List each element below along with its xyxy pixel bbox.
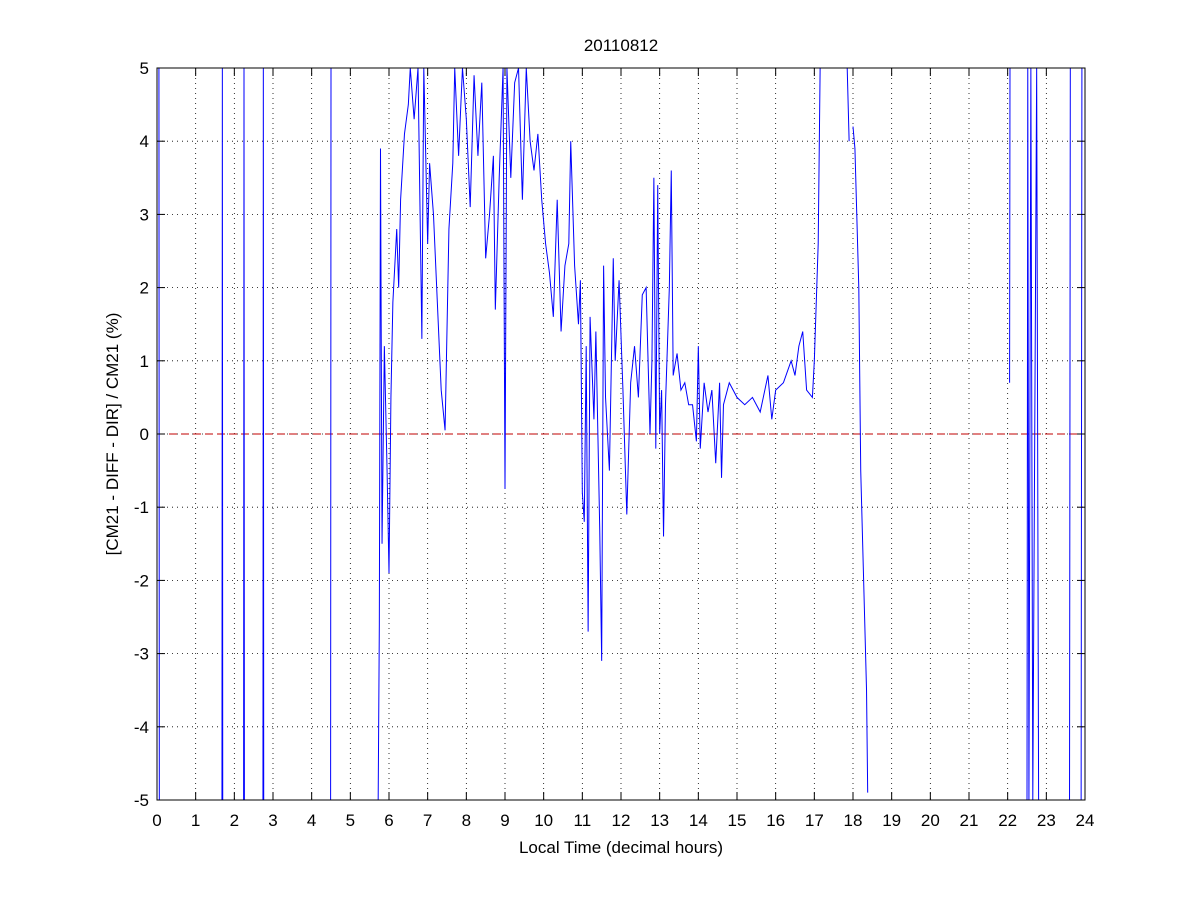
x-tick-label: 1: [191, 811, 200, 830]
y-tick-label: 5: [140, 59, 149, 78]
x-tick-label: 3: [268, 811, 277, 830]
x-tick-label: 12: [612, 811, 631, 830]
x-tick-label: 9: [500, 811, 509, 830]
x-tick-label: 7: [423, 811, 432, 830]
x-tick-label: 10: [534, 811, 553, 830]
x-tick-label: 11: [574, 811, 592, 830]
x-tick-label: 16: [766, 811, 785, 830]
x-tick-label: 13: [650, 811, 669, 830]
x-axis-label: Local Time (decimal hours): [519, 838, 723, 857]
y-tick-label: -2: [134, 571, 149, 590]
y-axis-label: [CM21 - DIFF - DIR] / CM21 (%): [103, 313, 122, 556]
x-tick-label: 4: [307, 811, 316, 830]
x-tick-label: 2: [230, 811, 239, 830]
x-tick-label: 17: [805, 811, 824, 830]
x-tick-label: 23: [1037, 811, 1056, 830]
x-tick-label: 21: [960, 811, 979, 830]
x-tick-label: 18: [844, 811, 863, 830]
chart-title: 20110812: [584, 36, 658, 55]
y-tick-label: 1: [140, 352, 149, 371]
ticks: 0 1 2 3 4 5 6 7 8 9 10 11 12 13 14 15 16 17 18 19 20 21 22 23 24…: [134, 59, 1095, 830]
x-tick-label: 15: [728, 811, 747, 830]
x-tick-label: 0: [152, 811, 161, 830]
y-tick-label: -1: [134, 498, 149, 517]
y-tick-label: 2: [140, 279, 149, 298]
x-tick-label: 22: [998, 811, 1017, 830]
x-tick-label: 5: [346, 811, 355, 830]
y-tick-label: 3: [140, 205, 149, 224]
x-tick-label: 8: [462, 811, 471, 830]
x-tick-label: 20: [921, 811, 940, 830]
x-tick-label: 24: [1076, 811, 1095, 830]
x-tick-label: 14: [689, 811, 708, 830]
y-tick-label: -5: [134, 791, 149, 810]
x-tick-label: 6: [384, 811, 393, 830]
y-tick-label: 0: [140, 425, 149, 444]
y-tick-label: -3: [134, 645, 149, 664]
x-tick-label: 19: [882, 811, 901, 830]
y-tick-label: -4: [134, 718, 149, 737]
y-tick-label: 4: [140, 132, 149, 151]
